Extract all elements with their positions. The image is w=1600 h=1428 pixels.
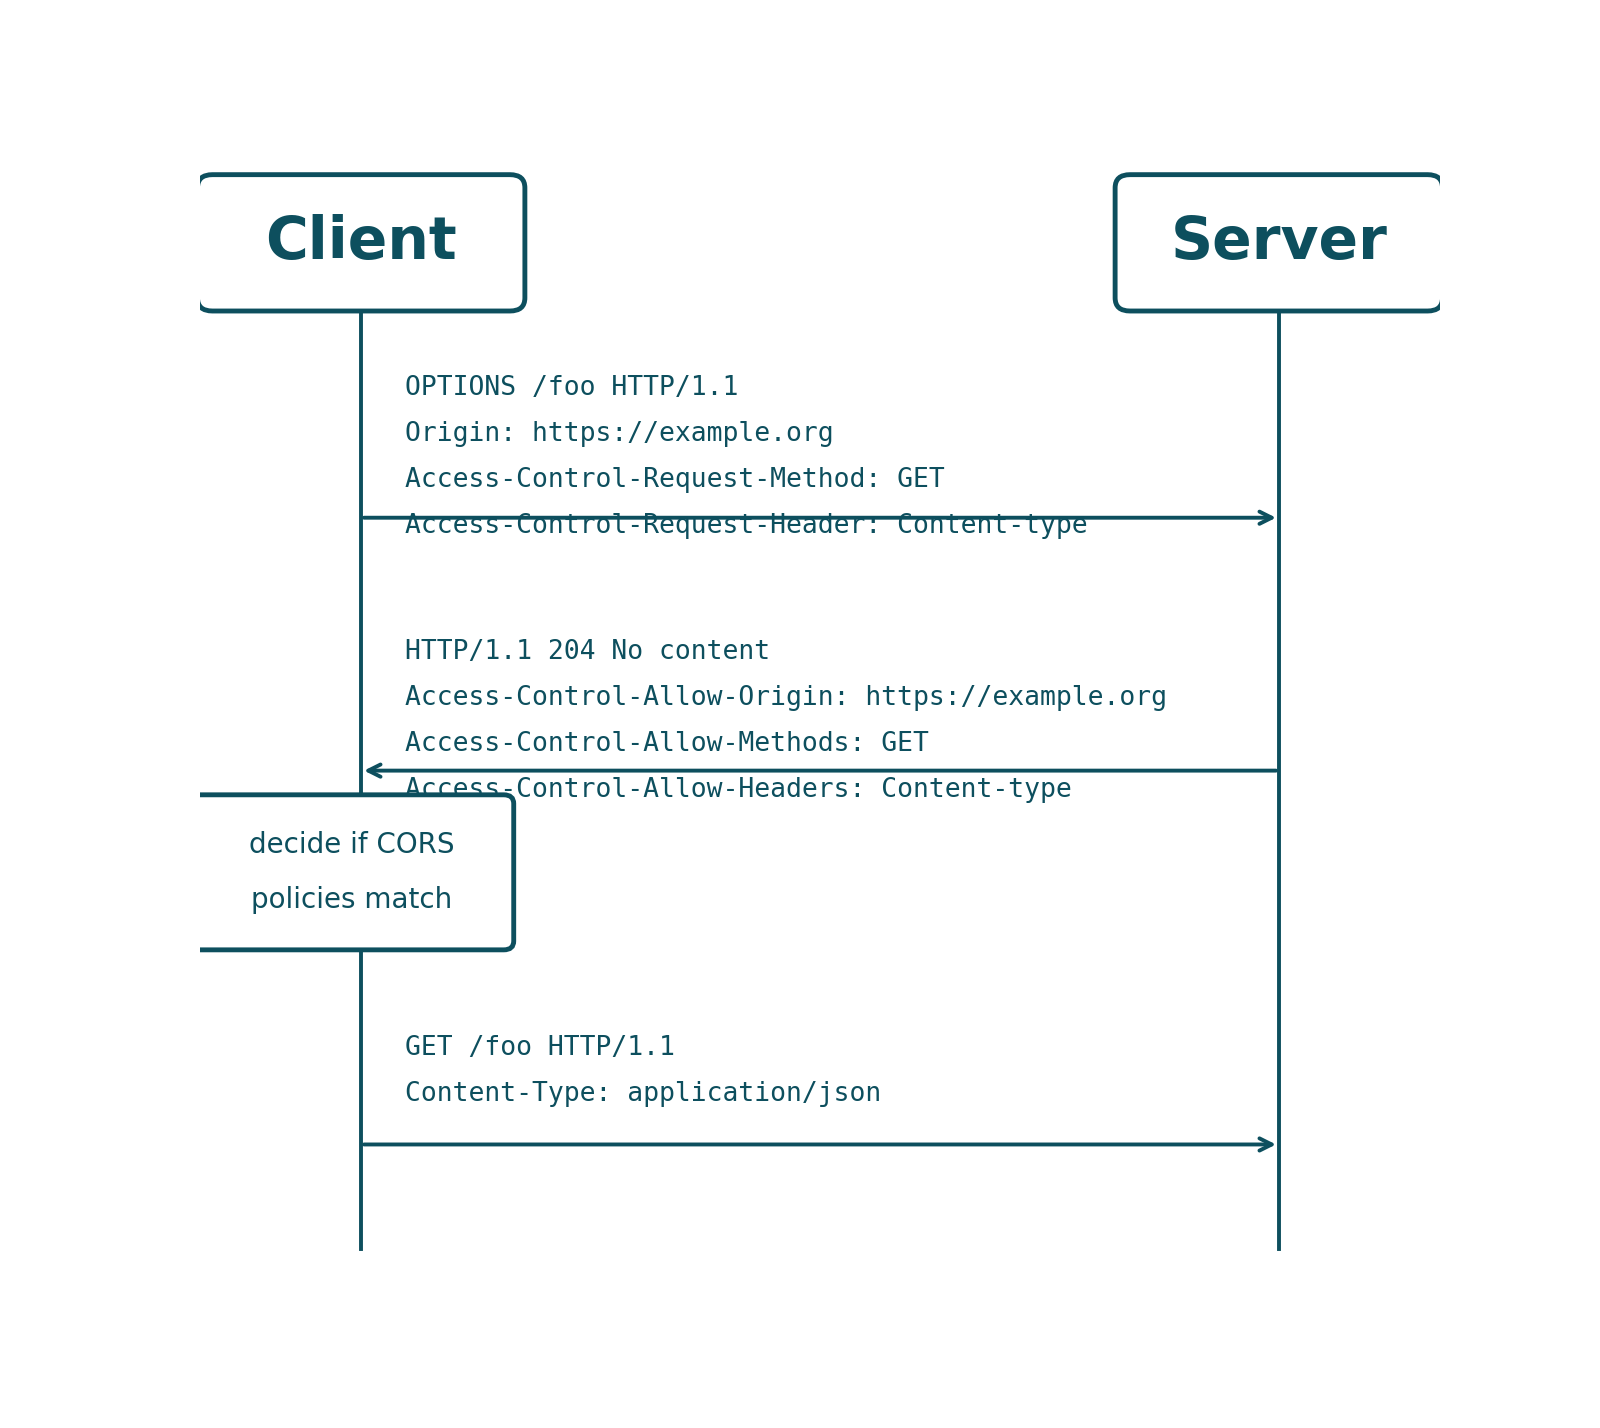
Text: Access-Control-Request-Method: GET: Access-Control-Request-Method: GET	[405, 467, 944, 493]
Text: Server: Server	[1170, 214, 1387, 271]
Text: Access-Control-Request-Header: Content-type: Access-Control-Request-Header: Content-t…	[405, 513, 1088, 540]
FancyBboxPatch shape	[197, 174, 525, 311]
Text: decide if CORS: decide if CORS	[250, 831, 454, 858]
Text: OPTIONS /foo HTTP/1.1: OPTIONS /foo HTTP/1.1	[405, 374, 738, 401]
Text: Access-Control-Allow-Origin: https://example.org: Access-Control-Allow-Origin: https://exa…	[405, 685, 1166, 711]
Text: Origin: https://example.org: Origin: https://example.org	[405, 421, 834, 447]
Text: Access-Control-Allow-Headers: Content-type: Access-Control-Allow-Headers: Content-ty…	[405, 777, 1072, 803]
Text: Access-Control-Allow-Methods: GET: Access-Control-Allow-Methods: GET	[405, 731, 928, 757]
Text: GET /foo HTTP/1.1: GET /foo HTTP/1.1	[405, 1034, 675, 1061]
Text: policies match: policies match	[251, 885, 453, 914]
Text: Client: Client	[266, 214, 458, 271]
FancyBboxPatch shape	[1115, 174, 1443, 311]
Text: Content-Type: application/json: Content-Type: application/json	[405, 1081, 882, 1107]
Text: HTTP/1.1 204 No content: HTTP/1.1 204 No content	[405, 638, 770, 664]
FancyBboxPatch shape	[190, 795, 514, 950]
